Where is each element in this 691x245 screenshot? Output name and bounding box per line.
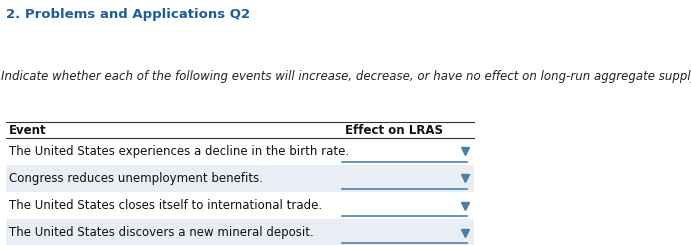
Text: 2. Problems and Applications Q2: 2. Problems and Applications Q2 xyxy=(6,8,250,21)
Text: The United States closes itself to international trade.: The United States closes itself to inter… xyxy=(8,199,322,212)
Bar xyxy=(6,165,475,192)
Bar xyxy=(6,192,475,219)
Text: Event: Event xyxy=(8,124,46,137)
Text: Effect on LRAS: Effect on LRAS xyxy=(345,124,443,137)
Text: Congress reduces unemployment benefits.: Congress reduces unemployment benefits. xyxy=(8,172,263,185)
Bar xyxy=(6,219,475,245)
Bar xyxy=(6,138,475,165)
Text: The United States discovers a new mineral deposit.: The United States discovers a new minera… xyxy=(8,226,313,239)
Text: Indicate whether each of the following events will increase, decrease, or have n: Indicate whether each of the following e… xyxy=(1,70,691,83)
Text: The United States experiences a decline in the birth rate.: The United States experiences a decline … xyxy=(8,145,349,158)
